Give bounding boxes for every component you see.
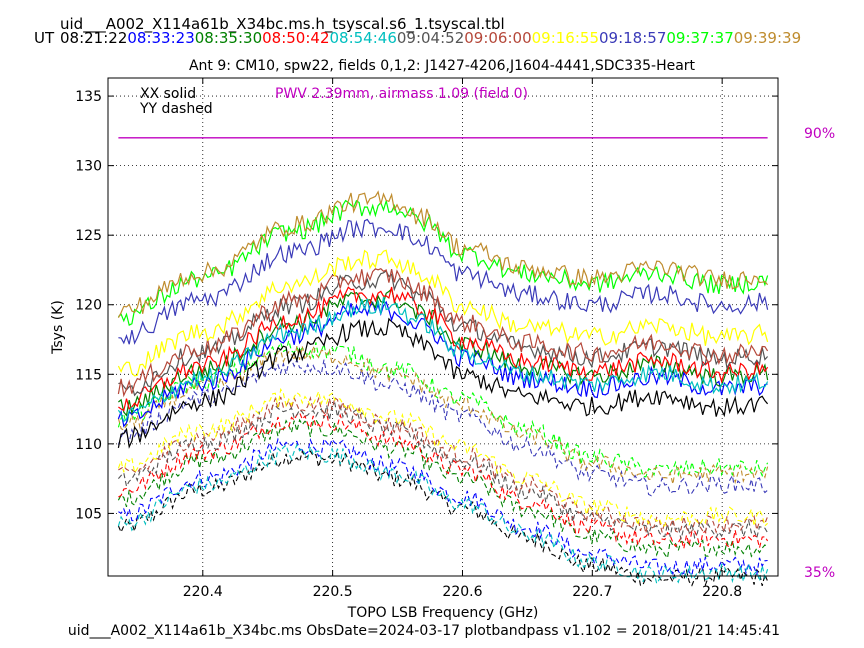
ut-time-0: 08:21:22 [60,29,127,47]
ut-time-8: 09:18:57 [599,29,666,47]
x-tick-label: 220.6 [442,584,482,600]
yy-series-line-8 [117,358,768,497]
y-tick-label: 120 [75,298,102,314]
ut-label: UT [34,29,55,47]
x-tick-label: 220.8 [702,584,742,600]
ut-time-2: 08:35:30 [195,29,262,47]
percent-top: 90% [804,126,835,142]
y-tick-label: 105 [75,506,102,522]
xx-series-line-9 [117,198,769,326]
y-tick-label: 130 [75,159,102,175]
yy-series-line-6 [118,395,769,535]
yy-series-line-2 [117,418,768,560]
xx-series-line-6 [117,267,769,398]
ut-time-3: 08:50:42 [262,29,329,47]
y-tick-label: 110 [75,437,102,453]
xx-series-line-1 [117,300,768,428]
footer-text: uid___A002_X114a61b_X34bc.ms ObsDate=202… [68,623,780,639]
yy-series-line-1 [118,437,768,577]
xx-series-line-3 [118,286,769,412]
ut-times-row: 08:21:2208:33:2308:35:3008:50:4208:54:46… [60,29,801,47]
xx-series-line-7 [117,249,769,377]
plot-title: Ant 9: CM10, spw22, fields 0,1,2: J1427-… [189,58,696,74]
filename-title: uid___A002_X114a61b_X34bc.ms.h_tsyscal.s… [60,15,505,34]
ut-time-1: 08:33:23 [127,29,194,47]
xx-series-group [117,190,769,449]
yy-series-line-4 [117,443,769,585]
ut-time-9: 09:37:37 [666,29,733,47]
y-tick-label: 125 [75,228,102,244]
y-tick-label: 135 [75,89,102,105]
xx-series-line-0 [117,317,769,449]
xx-series-line-4 [117,296,769,423]
plot-frame [107,77,779,577]
y-axis-label: Tsys (K) [50,300,66,355]
yy-series-line-3 [118,411,769,549]
ut-time-7: 09:16:55 [532,29,599,47]
percent-bottom: 35% [804,565,835,581]
xx-series-line-8 [118,218,769,345]
ut-time-6: 09:06:00 [464,29,531,47]
legend-yy: YY dashed [139,101,213,117]
xx-series-line-10 [117,190,769,318]
grid-lines [108,78,778,576]
y-tick-label: 115 [75,367,102,383]
ut-time-4: 08:54:46 [330,29,397,47]
yy-series-line-7 [117,387,768,527]
x-tick-label: 220.7 [572,584,612,600]
x-tick-label: 220.4 [183,584,223,600]
x-axis-label: TOPO LSB Frequency (GHz) [347,605,539,621]
ut-time-5: 09:04:52 [397,29,464,47]
ut-time-10: 09:39:39 [734,29,801,47]
yy-series-line-0 [117,449,769,588]
legend-xx: XX solid [140,86,196,102]
axis-ticks: 220.4 220.5 220.6 220.7 220.8 105 110 115 120 125… [75,78,778,600]
x-tick-label: 220.5 [313,584,353,600]
yy-series-line-5 [117,402,769,540]
pwv-label: PWV 2.39mm, airmass 1.09 (field 0) [275,86,528,102]
